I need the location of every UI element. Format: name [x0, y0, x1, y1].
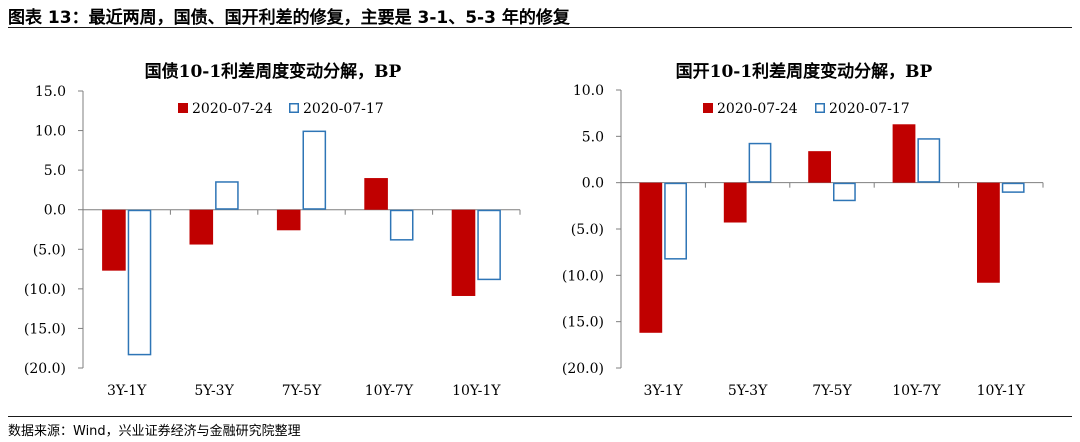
legend-label: 2020-07-17 [303, 101, 384, 117]
y-tick-label: 10.0 [35, 124, 66, 140]
legend-label: 2020-07-17 [829, 101, 910, 117]
legend-label: 2020-07-24 [717, 101, 798, 117]
y-tick-label: (5.0) [571, 222, 604, 238]
x-category-label: 3Y-1Y [643, 383, 683, 399]
bottom-rule [8, 416, 1072, 417]
bar-2020-07-17-3Y-1Y [127, 209, 152, 356]
legend-swatch-2020-07-24 [703, 103, 713, 113]
x-category-label: 3Y-1Y [107, 383, 147, 399]
y-tick-label: (15.0) [24, 321, 66, 337]
y-tick-label: (10.0) [24, 282, 66, 298]
bar-2020-07-17-10Y-7Y [389, 209, 414, 241]
x-category-label: 10Y-7Y [892, 383, 941, 399]
y-tick-label: 15.0 [35, 84, 66, 100]
bar-2020-07-17-3Y-1Y [664, 182, 687, 260]
top-rule [8, 27, 1072, 28]
bar-2020-07-24-10Y-1Y [977, 182, 1000, 283]
x-category-label: 5Y-3Y [728, 383, 768, 399]
legend-swatch-2020-07-17 [815, 103, 825, 113]
legend-label: 2020-07-24 [192, 101, 273, 117]
x-category-label: 7Y-5Y [282, 383, 322, 399]
bar-2020-07-24-7Y-5Y [276, 209, 301, 231]
chart-cdb-spread: 国开10-1利差周度变动分解，BP 10.0 5.0 0.0 (5.0) (10.0) (1… [562, 61, 1044, 399]
legend-swatch-2020-07-17 [289, 103, 299, 113]
bar-2020-07-24-10Y-1Y [451, 209, 476, 296]
bar-2020-07-17-5Y-3Y [748, 142, 772, 183]
bar-2020-07-24-5Y-3Y [723, 182, 747, 223]
chart-title: 国债10-1利差周度变动分解，BP [145, 61, 402, 82]
bar-2020-07-17-10Y-1Y [1001, 182, 1025, 193]
x-category-label: 10Y-1Y [977, 383, 1026, 399]
figure-title: 图表 13：最近两周，国债、国开利差的修复，主要是 3-1、5-3 年的修复 [8, 8, 570, 28]
bar-2020-07-17-10Y-7Y [917, 138, 941, 183]
bar-2020-07-24-7Y-5Y [808, 151, 831, 183]
source-note: 数据来源：Wind，兴业证券经济与金融研究院整理 [8, 424, 301, 439]
bar-2020-07-24-3Y-1Y [102, 209, 126, 271]
chart-title: 国开10-1利差周度变动分解，BP [676, 61, 933, 82]
chart-treasury-spread: 国债10-1利差周度变动分解，BP 15.0 10.0 5.0 0.0 (5.0) (10.… [24, 61, 521, 399]
bar-2020-07-24-10Y-7Y [892, 124, 916, 183]
bar-2020-07-17-7Y-5Y [833, 182, 856, 202]
y-tick-label: (20.0) [562, 361, 604, 377]
x-category-label: 10Y-7Y [365, 383, 414, 399]
y-tick-label: 10.0 [573, 83, 604, 99]
y-tick-label: (20.0) [24, 361, 66, 377]
x-category-label: 5Y-3Y [194, 383, 234, 399]
x-category-label: 7Y-5Y [812, 383, 852, 399]
y-tick-label: 0.0 [582, 176, 604, 192]
legend-swatch-2020-07-24 [178, 103, 188, 113]
bar-2020-07-17-5Y-3Y [215, 181, 239, 210]
x-category-label: 10Y-1Y [452, 383, 501, 399]
y-tick-label: 0.0 [44, 203, 66, 219]
bar-2020-07-24-10Y-7Y [364, 178, 388, 210]
y-tick-label: 5.0 [582, 129, 604, 145]
y-tick-label: (15.0) [562, 315, 604, 331]
y-tick-label: 5.0 [44, 163, 66, 179]
bar-2020-07-24-3Y-1Y [639, 182, 663, 333]
y-tick-label: (10.0) [562, 268, 604, 284]
y-tick-label: (5.0) [33, 242, 66, 258]
bar-2020-07-24-5Y-3Y [189, 209, 214, 245]
bar-2020-07-17-7Y-5Y [302, 130, 327, 210]
bar-2020-07-17-10Y-1Y [477, 209, 501, 281]
